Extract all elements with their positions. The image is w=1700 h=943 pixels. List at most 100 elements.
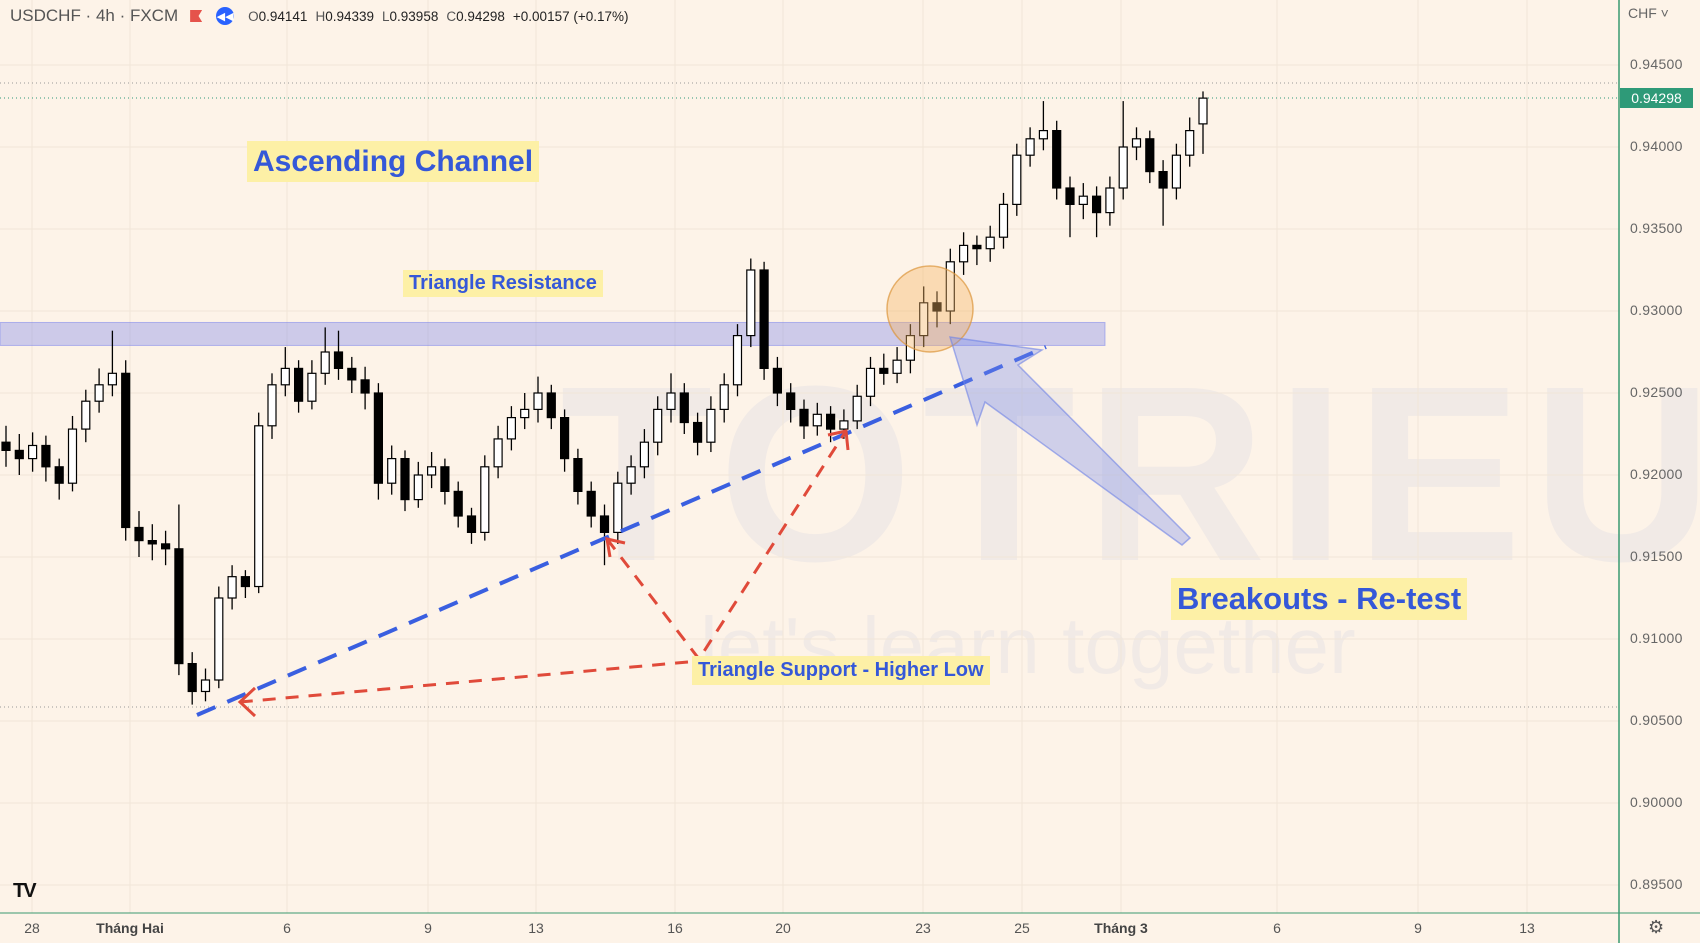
candle bbox=[480, 455, 490, 541]
candle-body bbox=[1012, 154, 1022, 205]
candle-body bbox=[360, 379, 370, 394]
candle-body bbox=[958, 244, 969, 263]
candle-body bbox=[1105, 187, 1115, 214]
candle bbox=[147, 524, 157, 561]
candle bbox=[94, 368, 104, 413]
candle bbox=[972, 235, 982, 266]
symbol-label[interactable]: USDCHF · 4h · FXCM bbox=[10, 6, 179, 25]
candle bbox=[161, 530, 171, 566]
triangle-support-lines[interactable] bbox=[237, 429, 850, 718]
candle-body bbox=[559, 417, 570, 460]
candle bbox=[1105, 176, 1115, 226]
candle bbox=[865, 356, 876, 407]
time-tick-label: 13 bbox=[1519, 920, 1535, 936]
support-arrowhead-left bbox=[237, 686, 257, 718]
time-tick-label: 20 bbox=[775, 920, 791, 936]
candle bbox=[799, 399, 809, 439]
candle-body bbox=[161, 543, 171, 550]
candle-body bbox=[506, 417, 516, 440]
candle-body bbox=[453, 490, 463, 517]
candle bbox=[134, 511, 144, 557]
resistance-zone[interactable] bbox=[0, 321, 1106, 346]
candle bbox=[1091, 186, 1102, 238]
candle-body bbox=[200, 679, 211, 693]
candle bbox=[945, 248, 955, 325]
candle-body bbox=[599, 515, 610, 533]
gear-icon[interactable]: ⚙ bbox=[1648, 917, 1665, 937]
candle bbox=[732, 324, 743, 397]
time-tick-label: 9 bbox=[424, 920, 432, 936]
candle bbox=[227, 565, 237, 610]
candle bbox=[985, 225, 995, 262]
candle bbox=[626, 455, 636, 495]
candle-body bbox=[746, 269, 756, 337]
candle-body bbox=[679, 392, 689, 424]
candle bbox=[14, 434, 24, 475]
breakout-circle[interactable] bbox=[886, 265, 974, 353]
support-line-v[interactable] bbox=[605, 430, 848, 662]
candle-body bbox=[1171, 154, 1182, 189]
candle bbox=[307, 360, 317, 410]
candle bbox=[280, 347, 290, 397]
triangle-resistance-label[interactable]: Triangle Resistance bbox=[403, 270, 603, 297]
candle bbox=[1158, 160, 1168, 226]
candle bbox=[41, 435, 51, 482]
candle bbox=[240, 570, 250, 598]
time-tick-label: 28 bbox=[24, 920, 40, 936]
candle bbox=[81, 389, 91, 443]
candle-body bbox=[772, 367, 783, 394]
candle-body bbox=[613, 482, 623, 534]
candle bbox=[200, 668, 211, 702]
candle-body bbox=[174, 548, 184, 665]
price-tick-label: 0.91500 bbox=[1630, 548, 1683, 564]
tradingview-logo[interactable]: TV bbox=[13, 880, 37, 902]
candle bbox=[679, 383, 689, 434]
candle bbox=[466, 507, 477, 544]
candle-body bbox=[919, 302, 929, 337]
candle-body bbox=[732, 335, 743, 386]
candle bbox=[653, 396, 663, 456]
candle bbox=[746, 258, 756, 348]
triangle-support-label[interactable]: Triangle Support - Higher Low bbox=[692, 656, 990, 685]
breakouts-retest-label[interactable]: Breakouts - Re-test bbox=[1171, 578, 1468, 620]
price-tick-label: 0.94500 bbox=[1630, 56, 1683, 72]
candle-body bbox=[187, 662, 197, 693]
candle-body bbox=[812, 413, 822, 427]
candle bbox=[493, 425, 503, 479]
candle-body bbox=[1038, 130, 1049, 140]
candle-body bbox=[440, 466, 450, 492]
time-tick-label: 13 bbox=[528, 920, 544, 936]
candle bbox=[360, 366, 370, 410]
candle bbox=[879, 353, 889, 385]
candle bbox=[121, 360, 131, 541]
currency-selector[interactable]: CHF ˅ bbox=[1628, 5, 1669, 21]
candle-body bbox=[240, 576, 250, 588]
candle-body bbox=[413, 474, 423, 501]
price-tick-label: 0.93000 bbox=[1630, 302, 1683, 318]
replay-rewind-icon[interactable]: ◀◀ bbox=[216, 7, 235, 25]
time-tick-label: Tháng Hai bbox=[96, 920, 164, 936]
candle-body bbox=[1, 441, 11, 452]
support-line-horizontal[interactable] bbox=[239, 660, 689, 704]
price-tick-label: 0.90000 bbox=[1630, 794, 1683, 810]
candle-body bbox=[799, 408, 809, 427]
candle-body bbox=[719, 384, 729, 410]
ascending-channel-label[interactable]: Ascending Channel bbox=[247, 141, 540, 182]
candle-body bbox=[280, 367, 290, 386]
candle-body bbox=[227, 576, 237, 599]
candle-body bbox=[666, 392, 676, 410]
candle-body bbox=[320, 351, 330, 374]
candle-body bbox=[107, 372, 118, 386]
candle-body bbox=[759, 269, 769, 370]
candle-body bbox=[94, 384, 104, 402]
support-arrowhead-1 bbox=[605, 537, 626, 558]
candle-body bbox=[786, 392, 796, 410]
candle-body bbox=[1052, 130, 1062, 189]
candle bbox=[772, 356, 783, 407]
candle bbox=[666, 373, 676, 423]
breakout-arrow[interactable] bbox=[948, 336, 1192, 546]
candle bbox=[347, 356, 357, 393]
flag-icon[interactable] bbox=[190, 10, 203, 22]
channel-trendline[interactable] bbox=[196, 345, 1047, 717]
